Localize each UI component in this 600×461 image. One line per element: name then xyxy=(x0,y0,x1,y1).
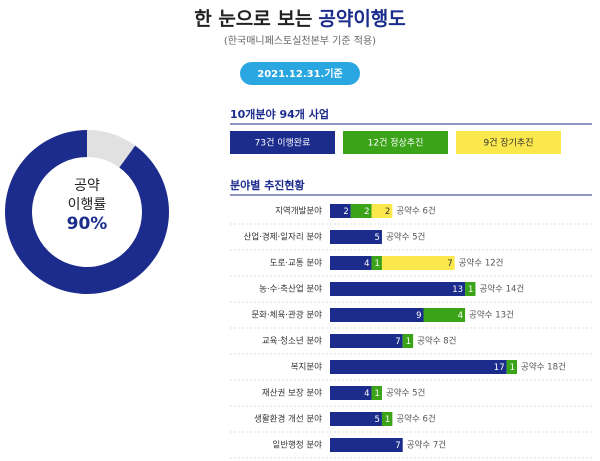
section-subtitle: 10개분야 94개 사업 xyxy=(230,107,329,121)
bar-value-label: 7 xyxy=(395,441,400,451)
title-accent: 공약이행도 xyxy=(318,8,405,30)
total-label: 공약수 6건 xyxy=(396,414,435,425)
bar-segment xyxy=(330,412,382,426)
donut-value-label: 90% xyxy=(67,214,108,234)
bar-segment xyxy=(350,204,372,218)
total-label: 공약수 18건 xyxy=(521,362,566,373)
bar-value-label: 4 xyxy=(364,389,369,399)
category-label: 지역개발분야 xyxy=(275,206,322,217)
category-label: 산업·경제·일자리 분야 xyxy=(244,232,323,243)
bar-value-label: 1 xyxy=(510,363,515,373)
legend-box xyxy=(230,131,335,154)
donut-slice xyxy=(87,130,136,168)
bar-segment xyxy=(381,412,393,426)
bar-segment xyxy=(465,282,476,296)
bar-segment xyxy=(371,256,382,270)
legend-label: 12건 정상추진 xyxy=(368,138,424,149)
bar-segment xyxy=(330,282,466,296)
total-label: 공약수 12건 xyxy=(459,258,504,269)
total-label: 공약수 6건 xyxy=(396,206,435,217)
bar-segment xyxy=(330,334,403,348)
date-badge xyxy=(240,62,360,85)
bar-value-label: 7 xyxy=(395,337,400,347)
bar-value-label: 17 xyxy=(494,363,505,373)
bar-value-label: 5 xyxy=(375,233,380,243)
category-label: 생활환경 개선 분야 xyxy=(254,414,322,425)
bar-segment xyxy=(330,308,424,322)
bar-value-label: 2 xyxy=(385,207,390,217)
bar-value-label: 1 xyxy=(375,259,380,269)
total-label: 공약수 5건 xyxy=(386,388,425,399)
category-label: 교육·청소년 분야 xyxy=(262,336,322,347)
bar-value-label: 2 xyxy=(364,207,369,217)
subtitle: (한국매니페스토실천본부 기준 적용) xyxy=(224,35,376,47)
donut-center-text: 공약 xyxy=(74,178,100,194)
title-plain: 한 눈으로 보는 xyxy=(194,8,312,30)
bar-value-label: 9 xyxy=(416,311,421,321)
bar-value-label: 2 xyxy=(343,207,348,217)
legend-label: 73건 이행완료 xyxy=(255,137,311,149)
legend-box xyxy=(456,131,561,154)
donut-center-text: 이행률 xyxy=(68,197,107,213)
bar-value-label: 1 xyxy=(375,389,380,399)
bar-value-label: 4 xyxy=(458,311,463,321)
category-label: 문화·체육·관광 분야 xyxy=(251,310,322,321)
category-label: 일반행정 분야 xyxy=(272,440,322,451)
bar-value-label: 13 xyxy=(452,285,463,295)
date-badge-text: 2021.12.31.기준 xyxy=(257,67,342,80)
category-label: 농·수·축산업 분야 xyxy=(259,284,322,295)
bar-value-label: 1 xyxy=(468,285,473,295)
bar-segment xyxy=(381,256,455,270)
bar-segment xyxy=(371,204,393,218)
total-label: 공약수 13건 xyxy=(469,310,514,321)
total-label: 공약수 5건 xyxy=(386,232,425,243)
bar-value-label: 1 xyxy=(406,337,411,347)
bar-segment xyxy=(330,360,507,374)
legend-label: 9건 장기추진 xyxy=(484,138,534,149)
legend-box xyxy=(343,131,448,154)
bar-segment xyxy=(423,308,466,322)
total-label: 공약수 14건 xyxy=(479,284,524,295)
bar-segment xyxy=(371,386,382,400)
bar-value-label: 1 xyxy=(385,415,390,425)
bar-segment xyxy=(330,230,382,244)
total-label: 공약수 8건 xyxy=(417,336,456,347)
bar-value-label: 7 xyxy=(447,259,452,269)
section-title: 분야별 추진현황 xyxy=(230,178,305,192)
donut-slice xyxy=(5,130,170,294)
title: 한 눈으로 보는 공약이행도 xyxy=(194,8,406,30)
bar-segment xyxy=(402,334,414,348)
total-label: 공약수 7건 xyxy=(407,440,446,451)
bar-value-label: 5 xyxy=(375,415,380,425)
bar-segment xyxy=(330,256,372,270)
bar-segment xyxy=(330,204,351,218)
bar-segment xyxy=(506,360,517,374)
bar-value-label: 4 xyxy=(364,259,369,269)
bar-segment xyxy=(330,438,403,452)
category-label: 재산권 보장 분야 xyxy=(262,388,322,399)
category-label: 복지분야 xyxy=(291,362,322,373)
category-label: 도로·교통 분야 xyxy=(270,258,323,269)
bar-segment xyxy=(330,386,372,400)
